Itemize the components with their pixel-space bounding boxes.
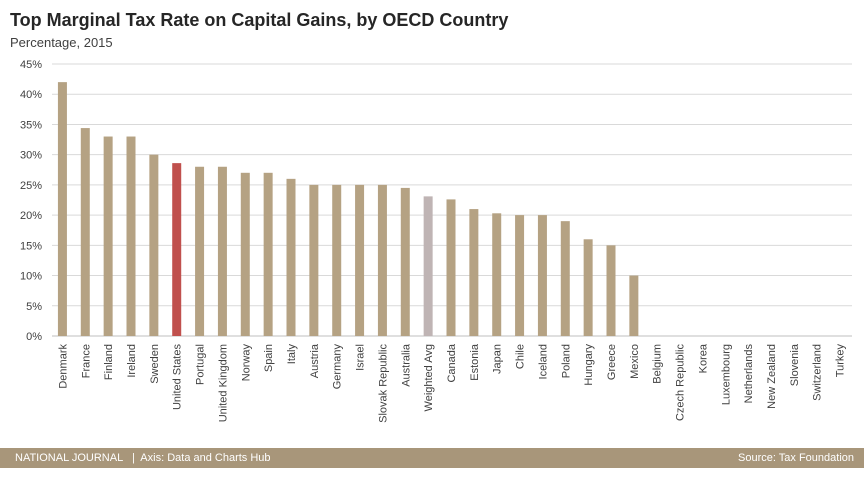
bar-japan <box>492 213 502 336</box>
x-tick-label: Iceland <box>537 344 549 379</box>
bar-united-kingdom <box>217 166 227 336</box>
bar-germany <box>332 184 342 336</box>
bar-poland <box>560 221 570 336</box>
x-tick-label: Korea <box>697 343 709 373</box>
bar-iceland <box>537 215 547 336</box>
y-tick-label: 40% <box>20 89 42 101</box>
x-tick-label: Netherlands <box>743 344 755 404</box>
x-tick-label: Finland <box>103 344 115 380</box>
bar-weighted-avg <box>423 196 433 336</box>
bar-united-states <box>172 163 182 336</box>
y-tick-label: 25% <box>20 180 42 192</box>
footer-credit: NATIONAL JOURNAL | Axis: Data and Charts… <box>15 452 271 464</box>
bar-chart: 0% 5% 10% 15% 20% 25% 30% 35% 40% 45% Denmark Franc… <box>20 59 852 423</box>
chart-title: Top Marginal Tax Rate on Capital Gains, … <box>10 10 509 30</box>
bar-estonia <box>469 209 479 336</box>
x-tick-label: Denmark <box>57 344 69 389</box>
bar-finland <box>103 136 113 336</box>
x-tick-label: Switzerland <box>812 344 824 401</box>
x-tick-label: New Zealand <box>766 344 778 409</box>
x-tick-label: Austria <box>309 343 321 378</box>
x-tick-label: Spain <box>263 344 275 372</box>
x-tick-label: Ireland <box>126 344 138 378</box>
bar-israel <box>355 184 365 336</box>
y-tick-label: 45% <box>20 59 42 71</box>
x-tick-label: Chile <box>515 344 527 369</box>
x-tick-label: United States <box>172 344 184 411</box>
y-tick-label: 5% <box>26 301 42 313</box>
x-tick-label: Japan <box>492 344 504 374</box>
y-tick-label: 35% <box>20 119 42 131</box>
x-tick-label: Portugal <box>195 344 207 385</box>
x-tick-label: France <box>80 344 92 378</box>
x-tick-label: Estonia <box>469 343 481 381</box>
x-tick-label: Slovenia <box>789 343 801 386</box>
bar-greece <box>606 245 616 336</box>
x-tick-label: Turkey <box>835 344 847 378</box>
x-tick-label: Weighted Avg <box>423 344 435 411</box>
y-tick-label: 0% <box>26 331 42 343</box>
x-tick-label: Italy <box>286 344 298 365</box>
y-tick-label: 20% <box>20 210 42 222</box>
x-tick-label: Sweden <box>149 344 161 384</box>
bar-norway <box>240 172 250 336</box>
bar-spain <box>263 172 273 336</box>
x-tick-label: Belgium <box>652 344 664 384</box>
bar-portugal <box>195 166 205 336</box>
x-tick-label: Greece <box>606 344 618 380</box>
x-tick-label: Hungary <box>583 344 595 386</box>
x-tick-label: Germany <box>332 344 344 390</box>
x-tick-label: Norway <box>240 344 252 382</box>
bar-chile <box>515 215 525 336</box>
bar-mexico <box>629 275 639 336</box>
bar-ireland <box>126 136 136 336</box>
x-tick-label: Canada <box>446 343 458 382</box>
bar-australia <box>400 187 410 336</box>
bar-sweden <box>149 154 159 336</box>
bar-slovak-republic <box>377 184 387 336</box>
bar-austria <box>309 184 319 336</box>
chart-subtitle: Percentage, 2015 <box>10 35 113 50</box>
bar-italy <box>286 178 296 336</box>
x-tick-label: Mexico <box>629 344 641 379</box>
bar-denmark <box>57 82 67 336</box>
x-tick-label: Slovak Republic <box>377 344 389 423</box>
x-tick-label: Czech Republic <box>675 344 687 422</box>
bar-france <box>80 128 90 336</box>
y-tick-label: 30% <box>20 150 42 162</box>
x-tick-label: Luxembourg <box>720 344 732 405</box>
footer-bar: NATIONAL JOURNAL | Axis: Data and Charts… <box>0 448 864 468</box>
bar-canada <box>446 199 456 336</box>
footer-source: Source: Tax Foundation <box>738 452 854 464</box>
x-tick-label: Poland <box>560 344 572 378</box>
x-tick-label: Australia <box>400 343 412 387</box>
x-tick-label: United Kingdom <box>217 344 229 422</box>
bar-hungary <box>583 239 593 336</box>
x-tick-label: Israel <box>355 344 367 371</box>
y-tick-label: 15% <box>20 240 42 252</box>
y-tick-label: 10% <box>20 271 42 283</box>
